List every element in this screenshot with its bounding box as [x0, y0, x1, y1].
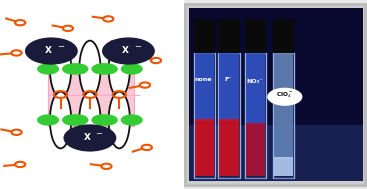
Text: X: X [45, 46, 52, 55]
Text: −: − [134, 42, 141, 51]
Circle shape [267, 88, 302, 106]
FancyBboxPatch shape [194, 53, 215, 178]
Circle shape [66, 63, 88, 75]
Circle shape [96, 114, 118, 126]
FancyBboxPatch shape [189, 125, 363, 181]
Circle shape [121, 114, 143, 126]
FancyBboxPatch shape [189, 8, 363, 181]
Ellipse shape [50, 41, 71, 97]
FancyBboxPatch shape [195, 53, 214, 121]
Ellipse shape [79, 92, 101, 148]
FancyBboxPatch shape [273, 19, 294, 53]
Circle shape [91, 63, 113, 75]
Ellipse shape [50, 92, 71, 148]
Circle shape [63, 124, 116, 152]
FancyBboxPatch shape [185, 4, 365, 185]
Text: F⁻: F⁻ [224, 77, 232, 82]
Text: −: − [57, 42, 64, 51]
Text: X: X [83, 133, 91, 142]
FancyBboxPatch shape [273, 53, 294, 178]
FancyBboxPatch shape [245, 19, 266, 53]
Text: −: − [95, 129, 103, 138]
Circle shape [91, 114, 113, 126]
FancyBboxPatch shape [195, 119, 214, 176]
Circle shape [37, 63, 59, 75]
FancyBboxPatch shape [219, 53, 239, 121]
Circle shape [121, 63, 143, 75]
FancyBboxPatch shape [219, 119, 239, 176]
Text: X: X [122, 46, 129, 55]
Ellipse shape [79, 41, 101, 97]
Circle shape [66, 114, 88, 126]
Circle shape [62, 63, 84, 75]
Text: ClO$_4^-$: ClO$_4^-$ [276, 90, 293, 100]
FancyBboxPatch shape [245, 53, 266, 178]
FancyBboxPatch shape [194, 19, 215, 53]
Ellipse shape [109, 41, 130, 97]
Circle shape [96, 63, 118, 75]
Text: none: none [195, 77, 212, 82]
FancyBboxPatch shape [246, 53, 265, 125]
FancyBboxPatch shape [0, 0, 184, 189]
FancyBboxPatch shape [274, 53, 293, 159]
Ellipse shape [109, 92, 130, 148]
Circle shape [62, 114, 84, 126]
FancyBboxPatch shape [48, 63, 134, 126]
Circle shape [102, 37, 155, 65]
FancyBboxPatch shape [218, 19, 240, 53]
Text: NO₃⁻: NO₃⁻ [246, 79, 263, 84]
Circle shape [37, 114, 59, 126]
FancyBboxPatch shape [246, 123, 265, 176]
FancyBboxPatch shape [274, 157, 293, 176]
Circle shape [25, 37, 78, 65]
FancyBboxPatch shape [218, 53, 240, 178]
